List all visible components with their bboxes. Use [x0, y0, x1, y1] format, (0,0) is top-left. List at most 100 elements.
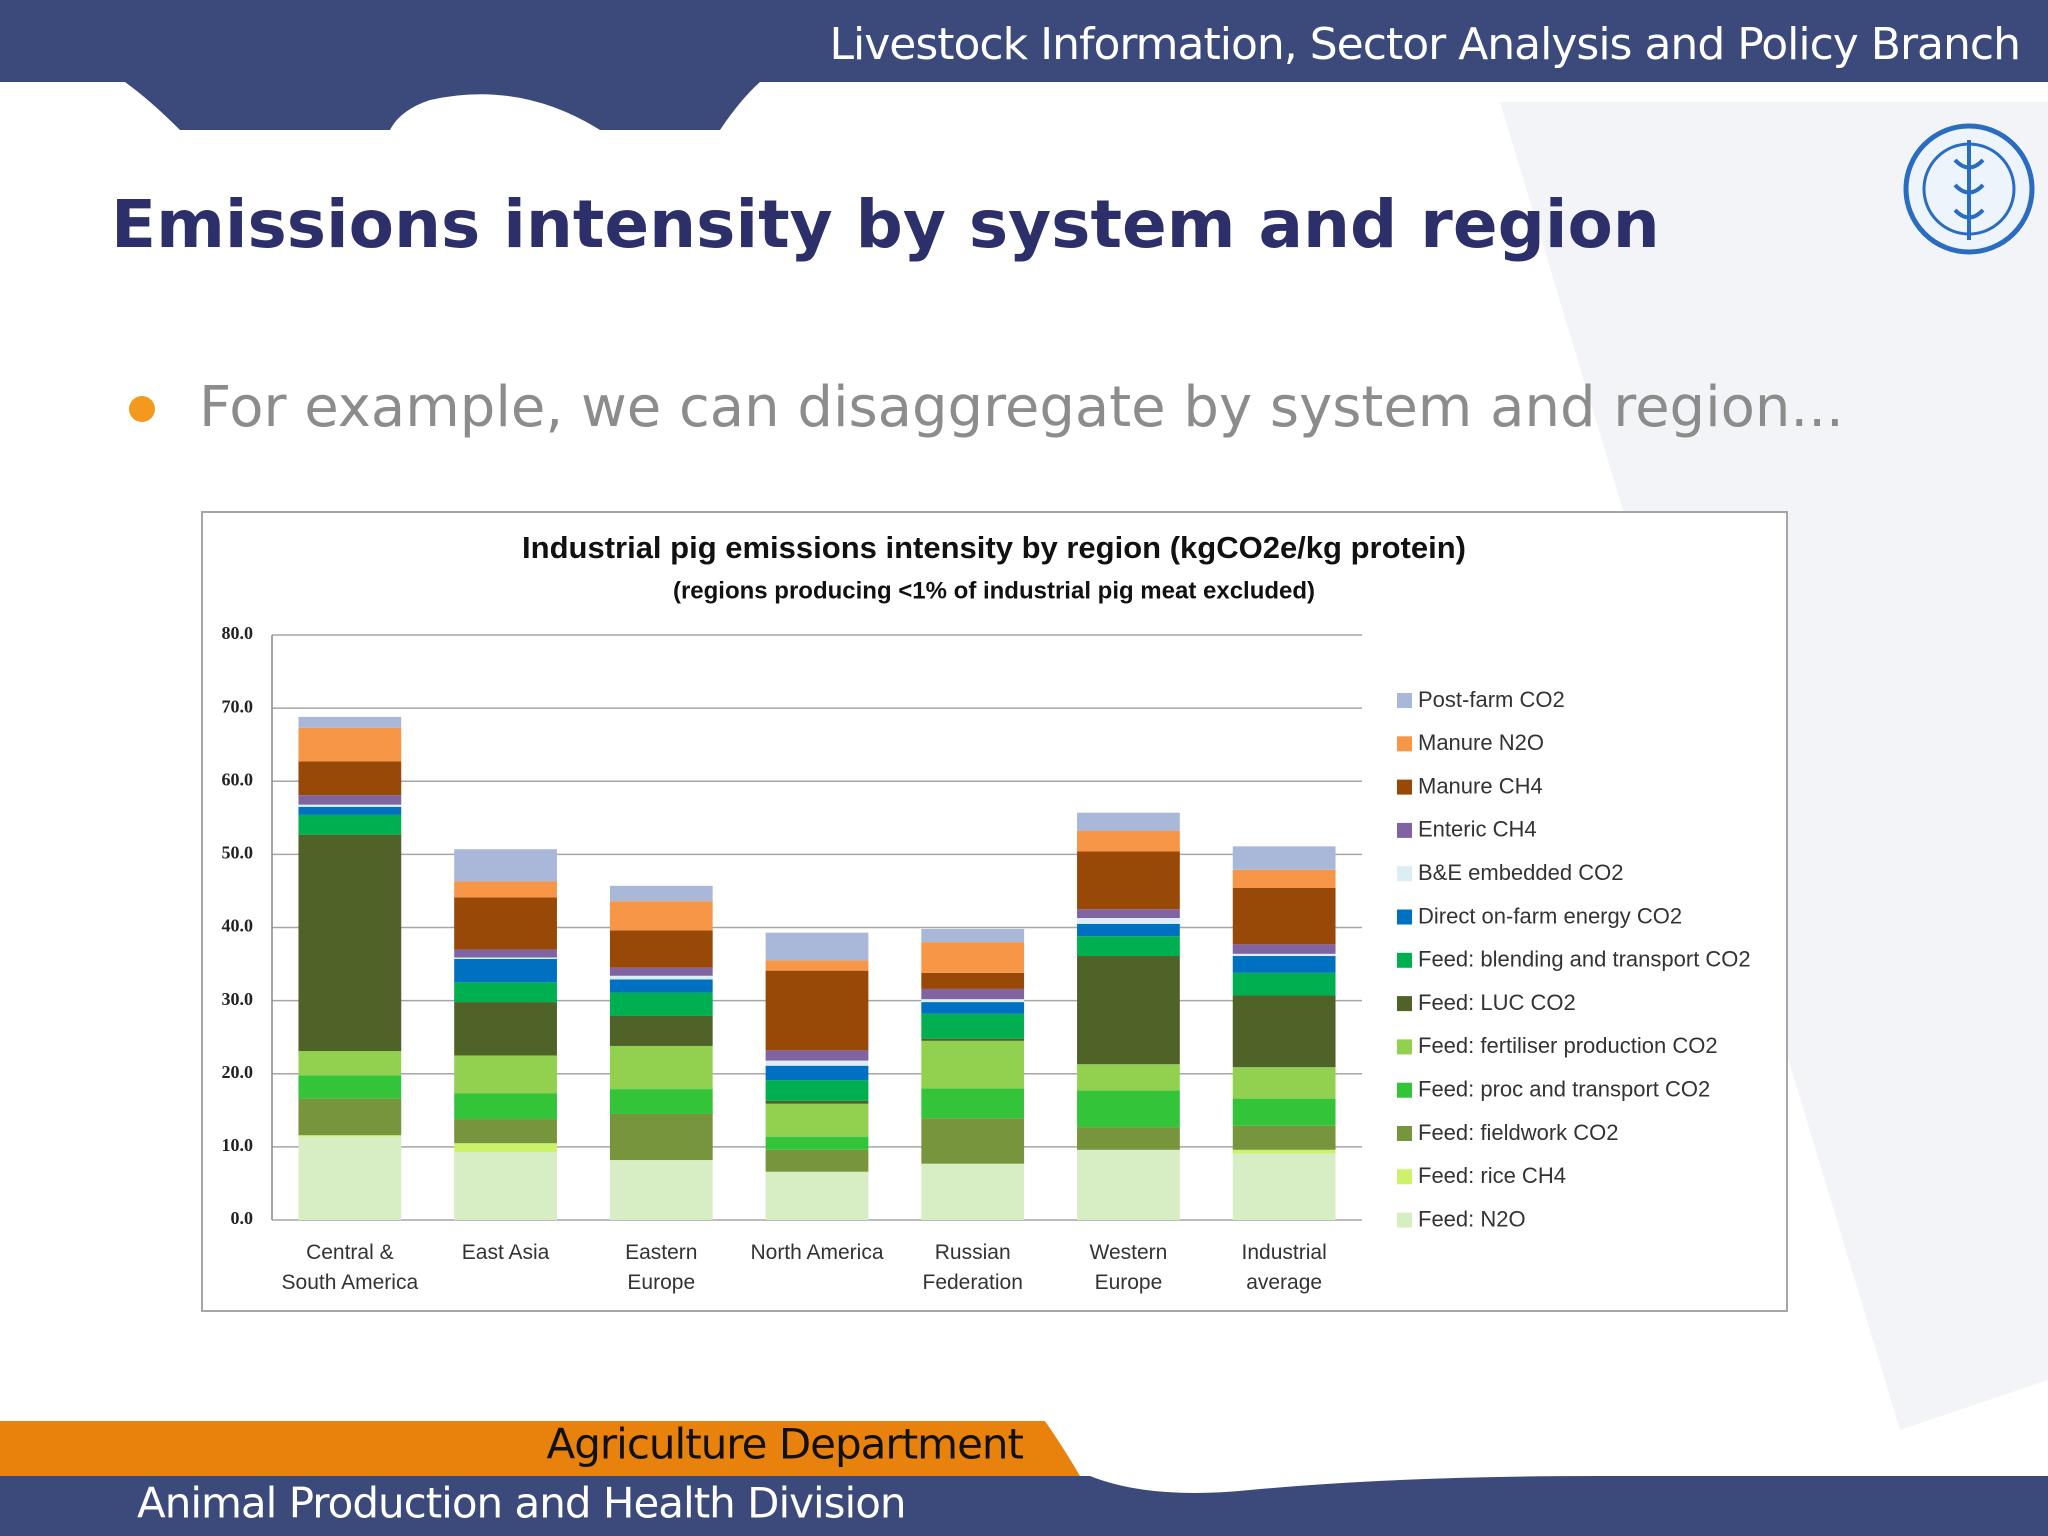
bar-segment: [298, 806, 402, 815]
bar-segment: [298, 727, 402, 762]
bar-segment: [1077, 1090, 1180, 1128]
bar-segment: [765, 1065, 869, 1081]
legend-swatch: [1397, 1082, 1412, 1098]
legend-label: Feed: fertiliser production CO2: [1418, 1033, 1718, 1058]
chart-subtitle: (regions producing <1% of industrial pig…: [673, 577, 1315, 604]
bar-segment: [298, 795, 402, 805]
bar-segment: [298, 716, 402, 728]
bar-segment: [454, 1119, 557, 1144]
legend-swatch: [1397, 1169, 1412, 1185]
bar-segment: [765, 1149, 869, 1172]
bar-segment: [609, 1113, 713, 1161]
bar-segment: [921, 999, 1025, 1003]
bar-segment: [765, 1136, 869, 1150]
footer-division: Animal Production and Health Division: [137, 1479, 906, 1528]
bar-segment: [921, 1118, 1025, 1164]
bar-segment: [454, 1055, 557, 1094]
fao-logo: [1903, 123, 2035, 255]
bar-segment: [1232, 972, 1336, 996]
bar-segment: [765, 1050, 869, 1061]
x-tick-label: Industrial average: [1241, 1241, 1327, 1294]
bar-segment: [1232, 1067, 1336, 1099]
y-tick-label: 50.0: [222, 843, 254, 863]
y-tick-label: 40.0: [222, 916, 254, 936]
bar-segment: [1077, 830, 1180, 852]
bar-segment: [1232, 869, 1336, 889]
bar-segment: [609, 967, 713, 976]
bar-segment: [609, 979, 713, 993]
bar-segment: [765, 1103, 869, 1137]
bar-segment: [1232, 1153, 1336, 1220]
bar-segment: [1077, 851, 1180, 910]
bar-segment: [298, 761, 402, 796]
bar-segment: [609, 1089, 713, 1114]
bar-segment: [765, 1060, 869, 1066]
legend-swatch: [1397, 996, 1412, 1012]
y-tick-label: 20.0: [222, 1062, 254, 1082]
bar-segment: [1232, 995, 1336, 1068]
bar-segment: [921, 1163, 1025, 1220]
bar-segment: [1232, 953, 1336, 957]
bar-segment: [1077, 1149, 1180, 1220]
bar-segment: [298, 1098, 402, 1136]
bar-segment: [1077, 936, 1180, 957]
legend-label: Manure N2O: [1418, 730, 1544, 755]
y-tick-label: 10.0: [222, 1135, 254, 1155]
legend-swatch: [1397, 909, 1412, 925]
bar-segment: [921, 972, 1025, 989]
bar-segment: [1077, 1127, 1180, 1150]
bar-segment: [454, 949, 557, 958]
legend-label: B&E embedded CO2: [1418, 860, 1623, 885]
legend-swatch: [1397, 1039, 1412, 1055]
bar-segment: [454, 849, 557, 882]
bar-segment: [1232, 1125, 1336, 1150]
legend-label: Feed: blending and transport CO2: [1418, 947, 1751, 972]
slide-title: Emissions intensity by system and region: [111, 186, 1660, 263]
bar-segment: [609, 901, 713, 931]
bar-segment: [921, 928, 1025, 943]
bar-segment: [609, 1045, 713, 1090]
bar-segment: [298, 804, 402, 807]
bar-segment: [1232, 1098, 1336, 1126]
y-tick-label: 70.0: [222, 696, 254, 716]
bar-segment: [298, 1135, 402, 1137]
legend-swatch: [1397, 1126, 1412, 1141]
bar-segment: [298, 1075, 402, 1099]
chart-title: Industrial pig emissions intensity by re…: [522, 530, 1466, 565]
header-text: Livestock Information, Sector Analysis a…: [829, 19, 2020, 70]
legend-swatch: [1397, 693, 1412, 708]
bar-segment: [1232, 944, 1336, 954]
bar-segment: [1232, 888, 1336, 945]
legend-swatch: [1397, 866, 1412, 882]
bar-segment: [1077, 923, 1180, 937]
bar-segment: [1077, 956, 1180, 1065]
bar-segment: [298, 1136, 402, 1220]
footer-orange-band: [0, 1421, 1080, 1476]
bar-segment: [609, 1160, 713, 1220]
bar-segment: [765, 1100, 869, 1104]
header-band: [0, 0, 2048, 130]
legend-label: Feed: proc and transport CO2: [1418, 1077, 1710, 1102]
legend-label: Feed: rice CH4: [1418, 1163, 1566, 1188]
bullet-text: For example, we can disaggregate by syst…: [199, 375, 1844, 440]
bar-segment: [454, 1093, 557, 1120]
bar-segment: [1232, 1149, 1336, 1154]
x-tick-label: East Asia: [461, 1241, 550, 1264]
bar-segment: [765, 1080, 869, 1101]
legend-label: Feed: N2O: [1418, 1206, 1526, 1231]
x-tick-label: Eastern Europe: [625, 1241, 698, 1294]
legend-label: Manure CH4: [1418, 773, 1543, 798]
bar-segment: [454, 897, 557, 950]
bar-segment: [609, 992, 713, 1016]
footer-department: Agriculture Department: [547, 1420, 1024, 1469]
bar-segment: [1232, 846, 1336, 870]
legend-label: Feed: LUC CO2: [1418, 990, 1576, 1015]
bar-segment: [298, 814, 402, 835]
bar-segment: [1077, 812, 1180, 831]
bar-segment: [921, 1002, 1025, 1014]
bar-segment: [765, 960, 869, 971]
bar-segment: [298, 1051, 402, 1076]
legend-swatch: [1397, 736, 1412, 752]
bar-segment: [1077, 917, 1180, 924]
